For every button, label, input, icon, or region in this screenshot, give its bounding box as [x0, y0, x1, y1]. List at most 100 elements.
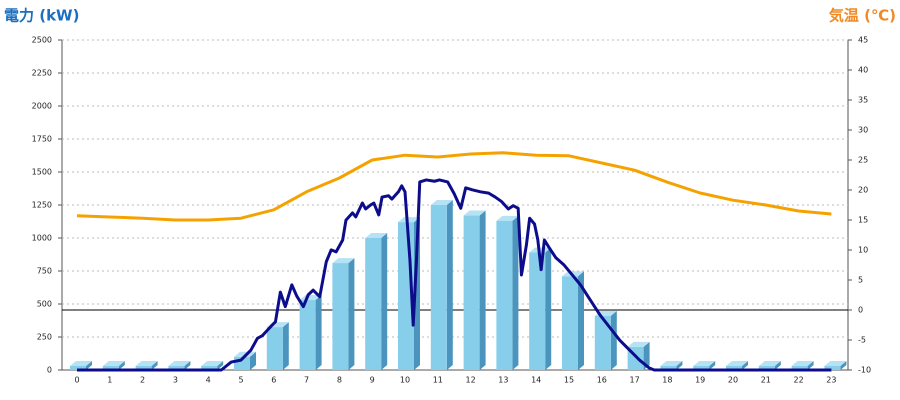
- bar-top: [398, 217, 420, 223]
- x-tick-label: 19: [695, 376, 705, 385]
- bar-side: [610, 310, 617, 370]
- bar: [70, 361, 92, 370]
- bar-top: [627, 341, 650, 347]
- bar-side: [184, 361, 191, 370]
- bar-top: [168, 361, 191, 366]
- x-tick-label: 9: [370, 376, 375, 385]
- y2-axis-title: 気温 (℃): [829, 7, 896, 25]
- bar-side: [250, 351, 256, 370]
- x-tick-label: 3: [173, 376, 178, 385]
- x-tick-label: 15: [564, 376, 574, 385]
- bar-top: [463, 210, 486, 216]
- bar-side: [86, 361, 92, 370]
- bar-side: [217, 361, 224, 370]
- x-tick-label: 2: [140, 376, 145, 385]
- x-tick-label: 17: [630, 376, 640, 385]
- bar: [660, 361, 683, 370]
- bar: [266, 322, 289, 370]
- x-tick-label: 22: [794, 376, 804, 385]
- bar-side: [479, 210, 486, 370]
- y2-tick-label: 10: [858, 246, 868, 255]
- y2-tick-label: 0: [858, 306, 863, 315]
- y2-tick-label: 5: [858, 276, 863, 285]
- bar-side: [545, 247, 552, 370]
- bar-top: [660, 361, 683, 366]
- temperature-line: [76, 151, 832, 222]
- bar-top: [135, 361, 158, 366]
- bar-front: [824, 366, 841, 370]
- bar: [693, 361, 716, 370]
- bar-front: [299, 300, 316, 370]
- bar-front: [102, 366, 119, 370]
- bar-front: [594, 315, 611, 370]
- bar-side: [578, 271, 584, 370]
- y-tick-label: 1500: [32, 168, 52, 177]
- x-tick-label: 18: [662, 376, 672, 385]
- y-tick-label: 1750: [32, 135, 52, 144]
- bar-side: [348, 258, 355, 370]
- bar-front: [529, 252, 546, 370]
- bar: [758, 361, 781, 370]
- y2-tick-label: 45: [858, 36, 868, 45]
- bar-side: [151, 361, 158, 370]
- x-tick-label: 20: [728, 376, 738, 385]
- y2-tick-label: -10: [858, 366, 871, 375]
- bar-top: [201, 361, 224, 366]
- bar: [201, 361, 224, 370]
- x-tick-label: 4: [206, 376, 211, 385]
- x-tick-label: 12: [466, 376, 476, 385]
- bar-top: [102, 361, 125, 366]
- bar: [430, 200, 453, 370]
- x-tick-label: 11: [433, 376, 443, 385]
- x-tick-label: 1: [107, 376, 112, 385]
- bar: [365, 233, 388, 370]
- bar-top: [332, 258, 355, 264]
- bar-front: [332, 263, 349, 370]
- bar-side: [774, 361, 781, 370]
- x-tick-label: 0: [74, 376, 79, 385]
- x-tick-label: 13: [498, 376, 508, 385]
- bar: [332, 258, 355, 370]
- y-tick-label: 750: [37, 267, 52, 276]
- bar-side: [381, 233, 388, 370]
- bar: [791, 361, 814, 370]
- bar-top: [824, 361, 847, 366]
- bar-front: [168, 366, 185, 370]
- bar: [168, 361, 191, 370]
- bar: [594, 310, 617, 370]
- bar: [135, 361, 158, 370]
- y-axis-title: 電力 (kW): [4, 7, 79, 25]
- y-tick-label: 500: [37, 300, 52, 309]
- bar: [529, 247, 552, 370]
- bar: [496, 215, 519, 370]
- bar-top: [496, 215, 519, 221]
- bar-front: [430, 205, 447, 370]
- y2-tick-label: 15: [858, 216, 868, 225]
- bar-side: [840, 361, 847, 370]
- bar-side: [676, 361, 683, 370]
- bar-top: [758, 361, 781, 366]
- bar-top: [430, 200, 453, 205]
- bar-side: [709, 361, 716, 370]
- y2-tick-label: 30: [858, 126, 868, 135]
- x-tick-label: 21: [761, 376, 771, 385]
- x-tick-label: 7: [304, 376, 309, 385]
- x-tick-label: 8: [337, 376, 342, 385]
- bar-front: [660, 366, 677, 370]
- bar-top: [365, 233, 388, 238]
- bar-front: [496, 220, 513, 370]
- x-tick-label: 10: [400, 376, 410, 385]
- bar-top: [791, 361, 814, 366]
- bar: [562, 271, 584, 370]
- bar-side: [282, 322, 289, 370]
- bar-top: [693, 361, 716, 366]
- bar-front: [726, 366, 742, 370]
- bar-side: [742, 361, 748, 370]
- y-tick-label: 1250: [32, 201, 52, 210]
- y2-tick-label: -5: [858, 336, 866, 345]
- bar-front: [791, 366, 808, 370]
- y-tick-label: 2500: [32, 36, 52, 45]
- y-tick-label: 2250: [32, 69, 52, 78]
- bar-front: [365, 238, 382, 370]
